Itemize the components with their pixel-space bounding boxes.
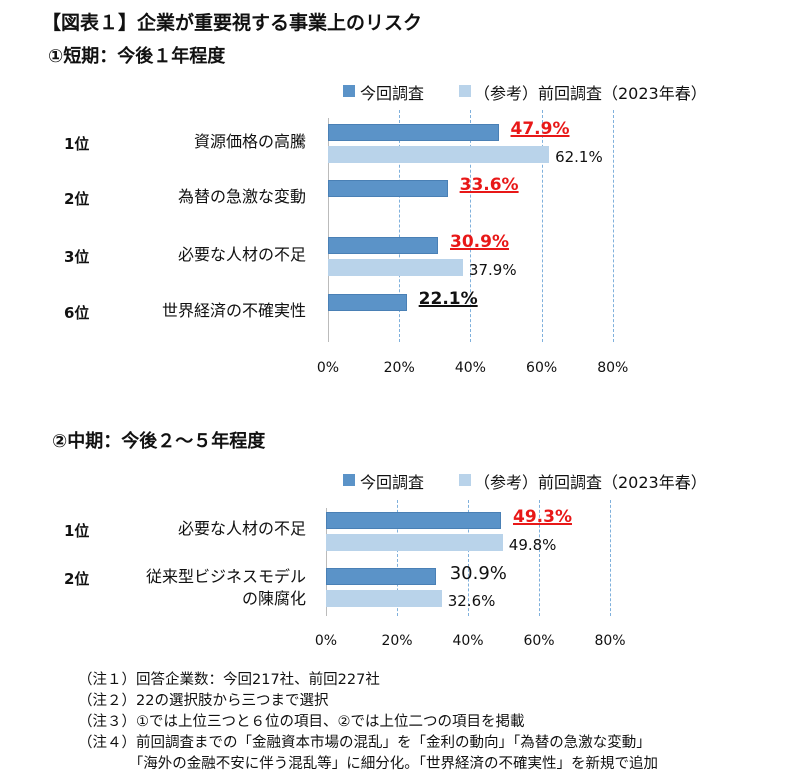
category-label-line: 為替の急激な変動 [177,187,306,206]
x-tick-label: 60% [523,633,555,649]
bar-label-current: 30.9% [450,232,509,252]
category-label: 為替の急激な変動 [178,186,306,208]
bar-current [326,512,501,529]
bar-current [328,180,448,197]
note-5: 「海外の金融不安に伴う混乱等」に細分化。「世界経済の不確実性」を新規で追加 [78,756,658,772]
gridline [470,110,472,342]
bar-label-previous: 37.9% [468,261,517,279]
bar-label-current: 22.1% [418,289,478,309]
x-tick-label: 0% [314,633,338,649]
bar-label-current: 30.9% [449,563,507,584]
bar-current [326,568,436,585]
category-label-line: 世界経済の不確実性 [161,301,306,320]
bar-current [328,294,407,311]
bar-previous [328,259,463,276]
gridline [399,110,401,342]
x-tick-label: 80% [594,633,626,649]
bar-label-previous: 62.1% [555,148,603,166]
chart-title: ①短期：今後１年程度 [48,46,226,67]
category-label: 従来型ビジネスモデルの陳腐化 [146,566,306,610]
bar-label-previous: 32.6% [447,592,496,610]
category-label: 世界経済の不確実性 [162,300,306,322]
figure-title: 【図表１】企業が重要視する事業上のリスク [42,12,423,34]
legend-swatch-previous [459,474,471,486]
x-tick-label: 20% [383,360,415,376]
bar-label-current: 49.3% [513,507,572,527]
note-3: （注３）①では上位三つと６位の項目、②では上位二つの項目を掲載 [78,714,525,730]
bar-previous [328,146,550,163]
y-axis-line [326,508,327,616]
x-tick-label: 60% [526,360,558,376]
rank-label: 2位 [64,570,90,588]
gridline [612,110,614,342]
x-tick-label: 40% [454,360,486,376]
category-label-line: の陳腐化 [241,589,306,608]
gridline [539,500,540,616]
legend-label-current: 今回調査 [360,473,425,492]
bar-label-current: 33.6% [459,175,519,195]
category-label: 必要な人材の不足 [178,244,306,266]
gridline [397,500,398,616]
note-1: （注１）回答企業数：今回217社、前回227社 [78,672,380,688]
gridline [541,110,543,342]
chart-title: ②中期：今後２～５年程度 [52,431,266,452]
category-label: 必要な人材の不足 [178,518,306,540]
category-label-line: 必要な人材の不足 [177,519,306,538]
category-label: 資源価格の高騰 [194,131,306,153]
bar-previous [326,590,442,607]
rank-label: 2位 [64,190,90,208]
x-tick-label: 80% [597,360,629,376]
legend-label-previous: （参考）前回調査（2023年春） [474,473,707,492]
bar-label-current: 47.9% [510,119,570,139]
x-tick-label: 40% [452,633,484,649]
rank-label: 1位 [64,135,90,153]
note-4: （注４）前回調査までの「金融資本市場の混乱」を「金利の動向」「為替の急激な変動」 [78,735,651,751]
gridline [610,500,611,616]
x-tick-label: 0% [316,360,340,376]
bar-current [328,124,499,141]
category-label-line: 資源価格の高騰 [193,132,306,151]
rank-label: 1位 [64,522,90,540]
note-2: （注２）22の選択肢から三つまで選択 [78,693,329,709]
legend-label-previous: （参考）前回調査（2023年春） [474,84,707,103]
category-label-line: 従来型ビジネスモデル [145,567,306,586]
legend-swatch-current [343,474,355,486]
rank-label: 3位 [64,248,90,266]
x-tick-label: 20% [381,633,413,649]
legend-label-current: 今回調査 [360,84,425,103]
gridline [468,500,469,616]
rank-label: 6位 [64,304,90,322]
category-label-line: 必要な人材の不足 [177,245,306,264]
bar-current [328,237,438,254]
bar-previous [326,534,503,551]
y-axis-line [328,118,329,342]
bar-label-previous: 49.8% [508,536,557,554]
legend-swatch-previous [459,85,471,97]
legend-swatch-current [343,85,355,97]
